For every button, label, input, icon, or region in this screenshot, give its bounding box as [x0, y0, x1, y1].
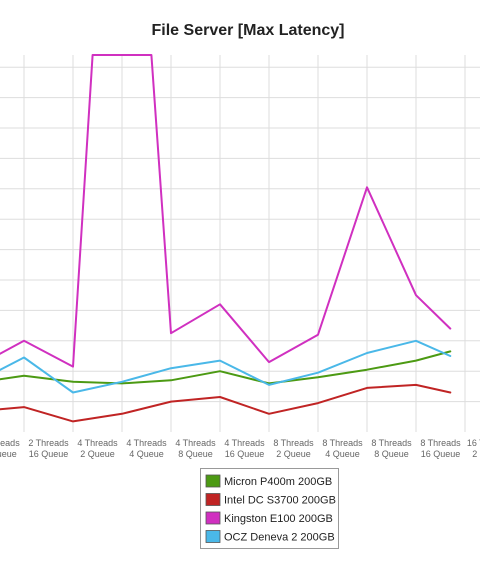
series-lines	[0, 54, 452, 423]
legend-label-2: Kingston E100 200GB	[224, 513, 333, 525]
legend-swatch-0	[205, 474, 221, 488]
x-tick-label: 4 Threads 16 Queue	[224, 438, 265, 459]
x-tick-label-line: 2 Threads	[28, 438, 69, 448]
x-tick-label-line: 2 Threads	[0, 438, 20, 448]
x-tick-label-line: 2 Queue	[80, 449, 115, 459]
series-line-3	[0, 339, 452, 394]
x-tick-label-line: 4 Queue	[325, 449, 360, 459]
x-tick-label-line: 8 Threads	[322, 438, 363, 448]
x-tick-label-line: 8 Threads	[420, 438, 461, 448]
x-tick-label: 2 Threads 16 Queue	[28, 438, 69, 459]
legend-swatch-1	[205, 493, 221, 506]
x-tick-label: 4 Threads 2 Queue	[77, 438, 118, 459]
legend-label-1: Intel DC S3700 200GB	[224, 495, 336, 507]
x-tick-label-line: 4 Threads	[224, 438, 265, 448]
legend-swatch-3	[205, 530, 221, 543]
x-tick-label: 8 Threads 8 Queue	[371, 438, 412, 459]
x-tick-label: 4 Threads 4 Queue	[126, 438, 167, 459]
series-line-0	[0, 350, 452, 385]
legend-label-0: Micron P400m 200GB	[224, 476, 332, 488]
legend: Micron P400m 200GB Intel DC S3700 200GB Ki…	[200, 468, 339, 549]
x-tick-label: 8 Threads 4 Queue	[322, 438, 363, 459]
legend-swatch-2	[205, 511, 221, 525]
chart-title: File Server [Max Latency]	[152, 22, 345, 39]
x-tick-label-line: 4 Queue	[0, 449, 17, 459]
x-tick-label-line: 8 Queue	[178, 449, 213, 459]
x-tick-label-line: 8 Threads	[273, 438, 314, 448]
x-tick-label-line: 16 Queue	[225, 449, 265, 459]
x-tick-label-line: 4 Threads	[126, 438, 167, 448]
x-tick-label-line: 16 Queue	[29, 449, 69, 459]
x-tick-label-line: 8 Threads	[371, 438, 412, 448]
x-tick-label-line: 4 Threads	[175, 438, 216, 448]
x-tick-label-line: 2 Queue	[276, 449, 311, 459]
x-tick-label-line: 16 Queue	[421, 449, 461, 459]
legend-box	[200, 468, 339, 549]
x-tick-label-line: 2 Queue	[472, 449, 480, 459]
legend-label-3: OCZ Deneva 2 200GB	[224, 532, 335, 544]
x-tick-label-line: 4 Threads	[77, 438, 118, 448]
x-tick-label-line: 4 Queue	[129, 449, 164, 459]
x-tick-label-line: 8 Queue	[374, 449, 409, 459]
x-tick-label: 4 Threads 8 Queue	[175, 438, 216, 459]
series-line-2	[0, 54, 452, 368]
x-tick-label-line: 16 Threads	[467, 438, 480, 448]
x-tick-label: 8 Threads 2 Queue	[273, 438, 314, 459]
series-line-1	[0, 383, 452, 423]
x-tick-label: 8 Threads 16 Queue	[420, 438, 461, 459]
